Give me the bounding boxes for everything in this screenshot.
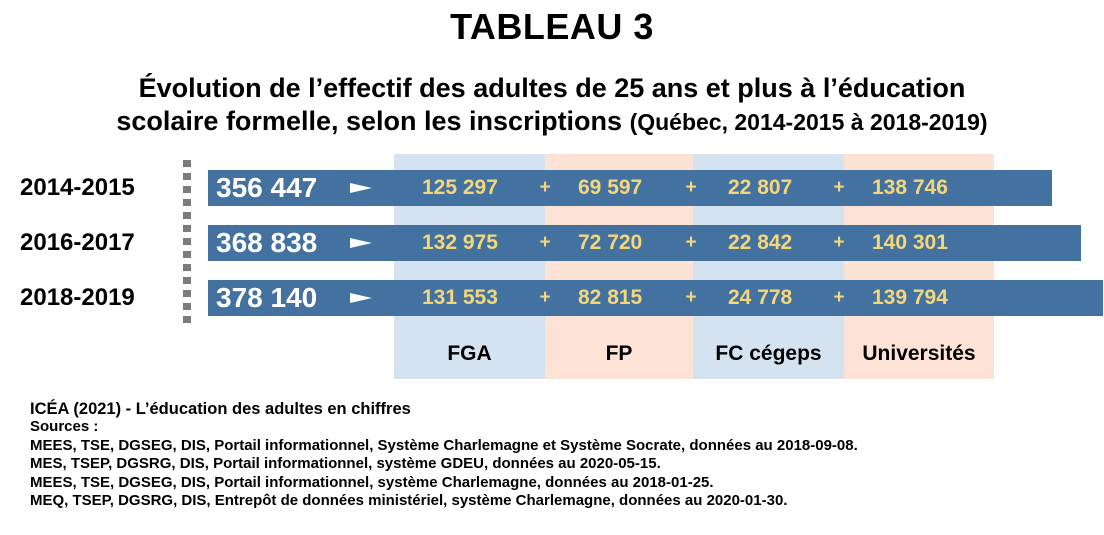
arrow-icon (350, 183, 372, 193)
sources-label: Sources : (30, 418, 99, 436)
segment-value: 22 842 (728, 231, 793, 254)
segment-value: 22 807 (728, 176, 793, 199)
source-header: ICÉA (2021) - L’éducation des adultes en… (30, 400, 411, 418)
plus-sign: + (685, 232, 697, 253)
plus-sign: + (539, 177, 551, 198)
subtitle-line-2-text: scolaire formelle, selon les inscription… (116, 106, 623, 136)
segment-value: 139 794 (872, 286, 948, 309)
segment-value: 138 746 (872, 176, 948, 199)
source-line: MES, TSEP, DGSRG, DIS, Portail informati… (30, 455, 661, 473)
source-line: MEES, TSE, DGSEG, DIS, Portail informati… (30, 436, 858, 454)
plus-sign: + (685, 287, 697, 308)
chart-subtitle: Évolution de l’effectif des adultes de 2… (0, 72, 1104, 139)
plus-sign: + (685, 177, 697, 198)
total-value: 378 140 (216, 282, 318, 313)
column-label: Universités (862, 342, 976, 365)
segment-value: 82 815 (578, 286, 643, 309)
column-label: FC cégeps (715, 342, 822, 365)
total-value: 368 838 (216, 227, 318, 258)
arrow-icon (350, 293, 372, 303)
source-line: MEES, TSE, DGSEG, DIS, Portail informati… (30, 473, 714, 491)
total-bar (208, 170, 1052, 206)
plus-sign: + (539, 287, 551, 308)
row-year-label: 2014-2015 (20, 174, 135, 201)
source-note: ICÉA (2021) - L’éducation des adultes en… (30, 400, 1090, 510)
arrow-icon (350, 238, 372, 248)
subtitle-line-2: scolaire formelle, selon les inscription… (0, 105, 1104, 139)
plus-sign: + (833, 287, 845, 308)
row-year-label: 2016-2017 (20, 229, 135, 256)
segment-value: 72 720 (578, 231, 643, 254)
segment-value: 125 297 (422, 176, 498, 199)
source-line: MEQ, TSEP, DGSRG, DIS, Entrepôt de donné… (30, 492, 788, 510)
total-bar (208, 280, 1103, 316)
total-value: 356 447 (216, 172, 318, 203)
segment-value: 140 301 (872, 231, 948, 254)
segment-value: 131 553 (422, 286, 498, 309)
dotted-separator (183, 160, 191, 328)
segment-value: 69 597 (578, 176, 643, 199)
plus-sign: + (539, 232, 551, 253)
subtitle-scope: (Québec, 2014-2015 à 2018-2019) (629, 109, 988, 135)
segment-value: 132 975 (422, 231, 498, 254)
page-title: TABLEAU 3 (450, 6, 654, 47)
column-label: FP (605, 342, 633, 365)
plus-sign: + (833, 232, 845, 253)
row-year-label: 2018-2019 (20, 284, 135, 311)
plus-sign: + (833, 177, 845, 198)
total-bar (208, 225, 1081, 261)
segment-value: 24 778 (728, 286, 793, 309)
column-label: FGA (447, 342, 492, 365)
subtitle-line-1: Évolution de l’effectif des adultes de 2… (138, 73, 966, 103)
